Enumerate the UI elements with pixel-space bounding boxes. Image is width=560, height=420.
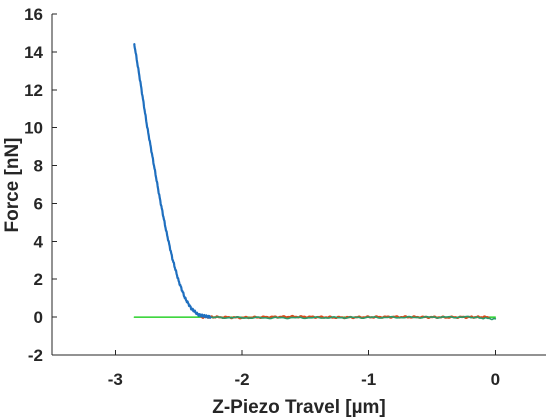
x-tick-label: -2 (234, 370, 249, 389)
x-axis-label: Z-Piezo Travel [µm] (212, 397, 386, 418)
y-tick-label: -2 (28, 346, 43, 365)
y-tick-label: 8 (34, 157, 43, 176)
x-tick-label: -1 (361, 370, 376, 389)
y-tick-label: 2 (34, 270, 43, 289)
y-axis-ticks: -2 0 2 4 6 8 10 12 14 16 (24, 5, 57, 365)
y-tick-label: 6 (34, 194, 43, 213)
y-axis-label: Force [nN] (2, 138, 23, 233)
x-axis-ticks: -3 -2 -1 0 (108, 350, 500, 389)
series-line (133, 43, 212, 319)
axes (51, 14, 546, 356)
y-tick-label: 14 (24, 43, 43, 62)
y-tick-label: 10 (24, 119, 43, 138)
y-tick-label: 0 (34, 308, 43, 327)
x-tick-label: -3 (108, 370, 123, 389)
series-line (209, 315, 497, 321)
plot-area (133, 43, 497, 321)
x-tick-label: 0 (491, 370, 500, 389)
y-tick-label: 12 (24, 81, 43, 100)
y-tick-label: 16 (24, 5, 43, 24)
y-tick-label: 4 (34, 232, 44, 251)
